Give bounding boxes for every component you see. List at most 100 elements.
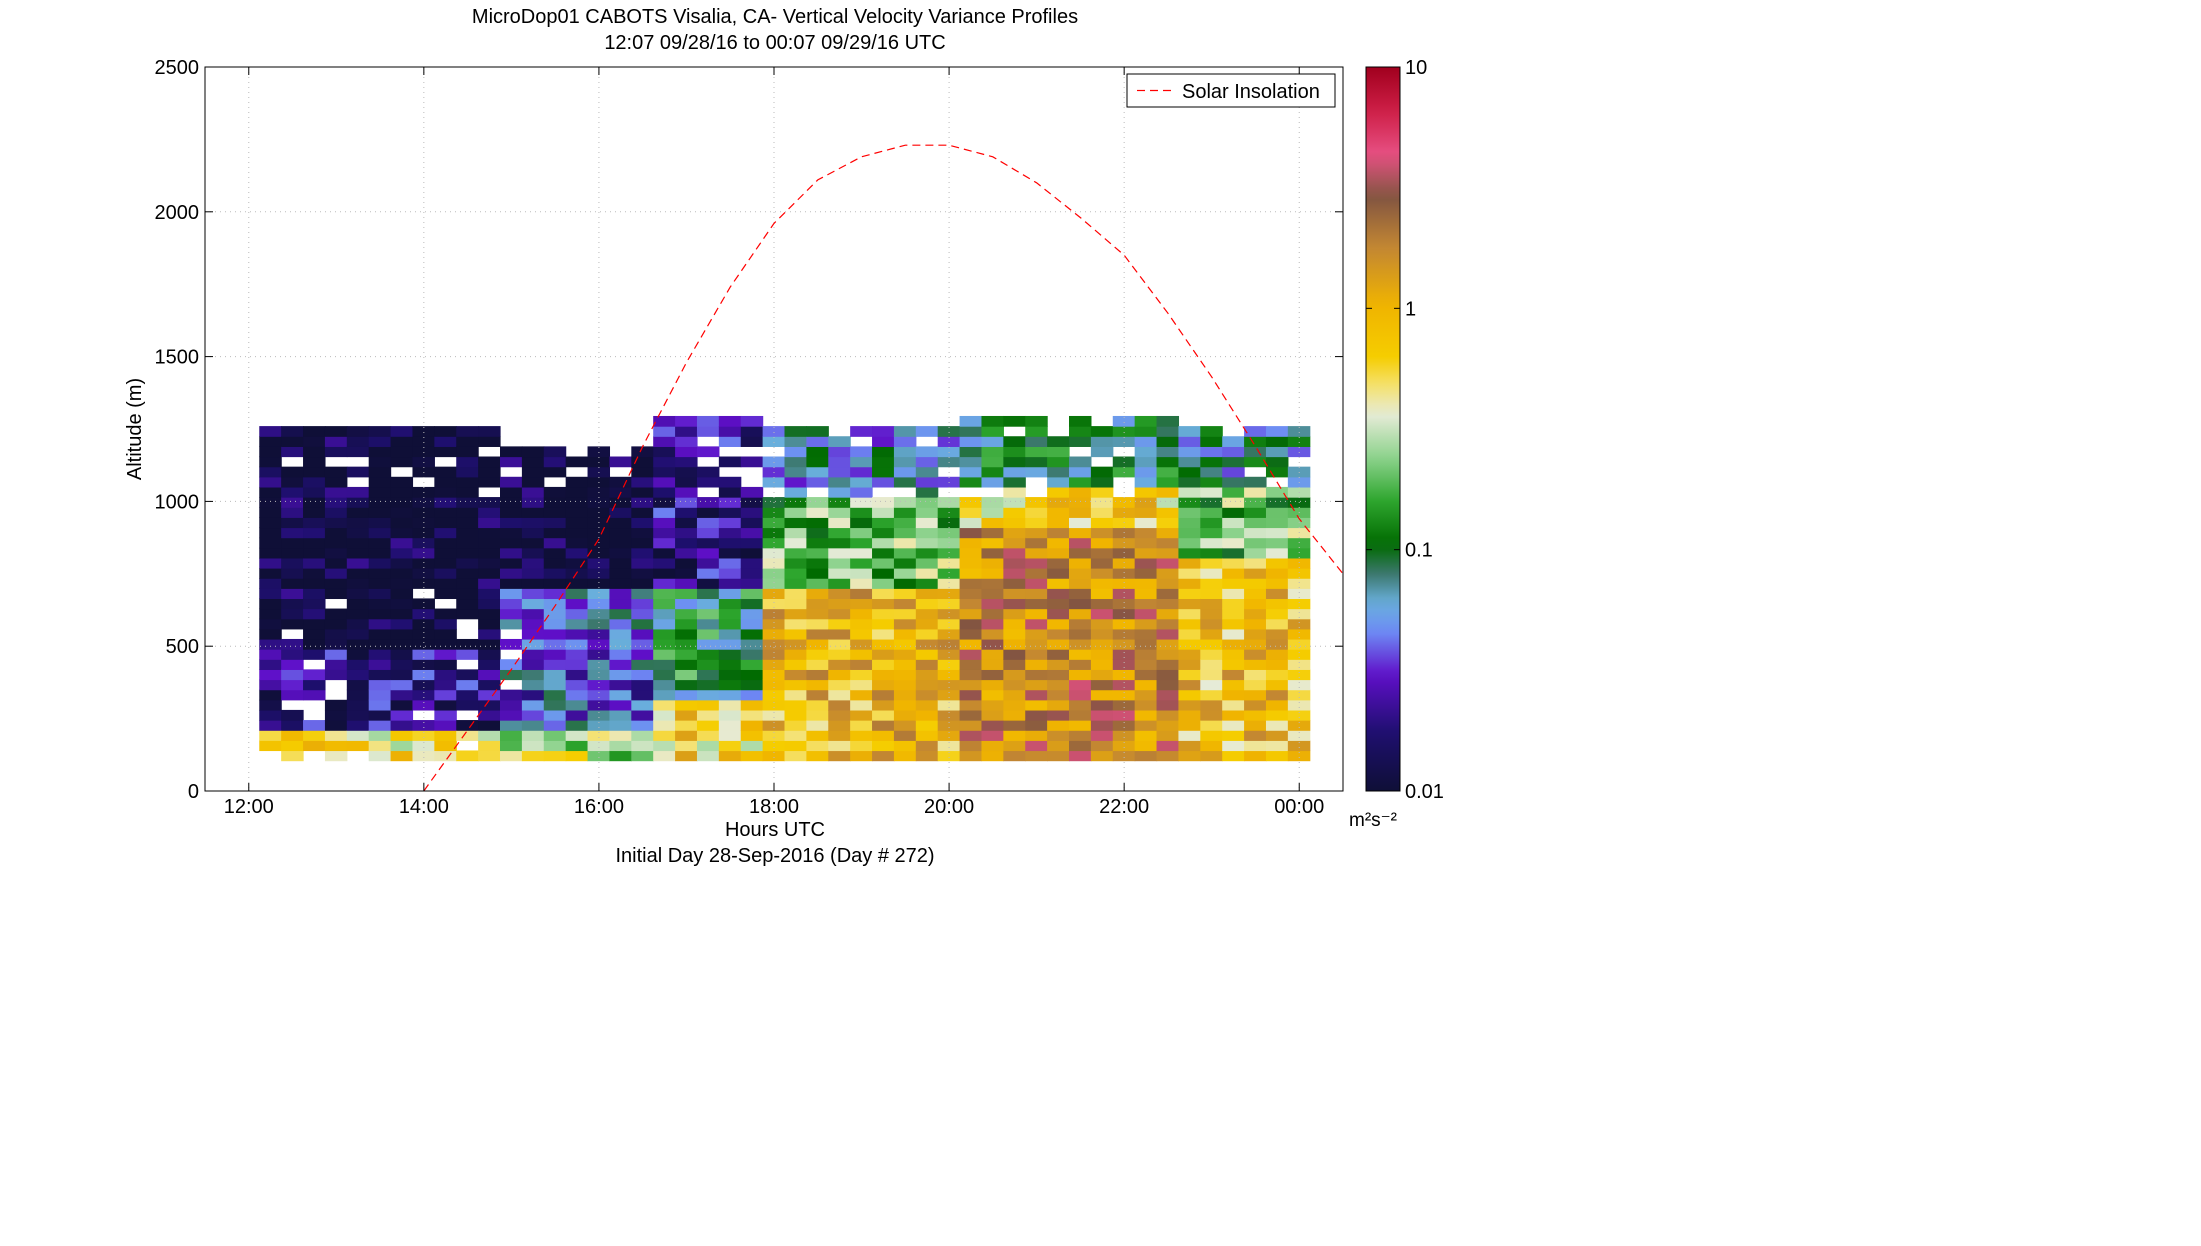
heatmap-cell xyxy=(1178,588,1201,600)
y-tick-label: 0 xyxy=(188,781,199,803)
heatmap-cell xyxy=(828,446,851,458)
heatmap-cell xyxy=(959,730,983,741)
heatmap-cell xyxy=(368,486,392,498)
heatmap-cell xyxy=(1134,476,1158,488)
heatmap-cell xyxy=(1200,466,1223,478)
heatmap-cell xyxy=(303,628,326,640)
heatmap-cell xyxy=(696,659,720,670)
heatmap-cell xyxy=(1200,720,1223,731)
heatmap-cell xyxy=(1222,517,1245,529)
heatmap-cell xyxy=(1134,497,1158,508)
heatmap-cell xyxy=(434,426,457,437)
heatmap-cell xyxy=(1222,486,1245,498)
heatmap-cell xyxy=(915,638,939,650)
heatmap-cell xyxy=(434,649,457,660)
heatmap-cell xyxy=(587,638,611,650)
heatmap-cell xyxy=(1112,669,1136,681)
heatmap-cell xyxy=(631,638,654,650)
heatmap-cell xyxy=(500,486,523,498)
heatmap-cell xyxy=(718,740,742,752)
heatmap-cell xyxy=(1178,750,1201,762)
heatmap-cell xyxy=(609,507,632,518)
heatmap-cell xyxy=(893,730,917,741)
heatmap-cell xyxy=(762,547,786,559)
heatmap-cell xyxy=(346,507,370,518)
heatmap-cell xyxy=(784,750,807,762)
heatmap-cell xyxy=(675,750,698,762)
heatmap-cell xyxy=(303,486,326,498)
heatmap-cell xyxy=(893,507,917,518)
heatmap-cell xyxy=(653,750,676,762)
heatmap-cell xyxy=(784,578,807,589)
heatmap-cell xyxy=(631,730,654,741)
heatmap-cell xyxy=(478,527,501,539)
heatmap-cell xyxy=(872,537,895,549)
heatmap-cell xyxy=(412,618,435,630)
heatmap-cell xyxy=(1156,679,1180,691)
heatmap-cell xyxy=(1069,699,1092,711)
heatmap-cell xyxy=(959,476,983,488)
heatmap-cell xyxy=(368,598,392,610)
heatmap-cell xyxy=(1112,578,1136,589)
heatmap-cell xyxy=(828,527,851,539)
heatmap-cell xyxy=(1222,709,1245,721)
heatmap-cell xyxy=(1156,486,1180,498)
heatmap-cell xyxy=(1047,557,1070,569)
heatmap-cell xyxy=(609,689,632,701)
heatmap-cell xyxy=(740,527,764,539)
heatmap-cell xyxy=(521,659,545,670)
heatmap-cell xyxy=(631,699,654,711)
heatmap-cell xyxy=(959,578,983,589)
heatmap-cell xyxy=(1200,679,1223,691)
heatmap-cell xyxy=(1047,537,1070,549)
heatmap-cell xyxy=(806,699,829,711)
heatmap-cell xyxy=(412,679,435,691)
heatmap-cell xyxy=(806,669,829,681)
heatmap-cell xyxy=(740,730,764,741)
heatmap-cell xyxy=(1003,720,1026,731)
heatmap-cell xyxy=(1047,446,1070,458)
heatmap-cell xyxy=(543,568,567,579)
heatmap-cell xyxy=(828,598,851,610)
heatmap-cell xyxy=(675,486,698,498)
heatmap-cell xyxy=(1025,638,1048,650)
heatmap-cell xyxy=(609,547,632,559)
heatmap-cell xyxy=(543,507,567,518)
heatmap-cell xyxy=(609,669,632,681)
heatmap-cell xyxy=(1178,730,1201,741)
heatmap-cell xyxy=(303,740,326,752)
heatmap-cell xyxy=(828,730,851,741)
heatmap-cell xyxy=(1069,537,1092,549)
heatmap-cell xyxy=(368,426,392,437)
heatmap-cell xyxy=(762,730,786,741)
heatmap-cell xyxy=(1287,720,1311,731)
heatmap-cell xyxy=(806,740,829,752)
heatmap-cell xyxy=(1200,497,1223,508)
heatmap-cell xyxy=(1003,740,1026,752)
heatmap-cell xyxy=(1025,547,1048,559)
heatmap-cell xyxy=(740,720,764,731)
heatmap-cell xyxy=(609,517,632,529)
heatmap-cell xyxy=(346,649,370,660)
heatmap-cell xyxy=(850,709,873,721)
heatmap-cell xyxy=(346,557,370,569)
heatmap-cell xyxy=(390,709,414,721)
heatmap-cell xyxy=(1156,497,1180,508)
heatmap-cell xyxy=(587,699,611,711)
heatmap-cell xyxy=(1156,507,1180,518)
heatmap-cell xyxy=(959,588,983,600)
heatmap-cell xyxy=(872,476,895,488)
heatmap-cell xyxy=(653,730,676,741)
heatmap-cell xyxy=(368,476,392,488)
heatmap-cell xyxy=(915,517,939,529)
heatmap-cell xyxy=(915,618,939,630)
heatmap-cell xyxy=(1090,436,1114,447)
heatmap-cell xyxy=(828,517,851,529)
heatmap-cell xyxy=(675,740,698,752)
heatmap-cell xyxy=(324,476,348,488)
heatmap-cell xyxy=(872,689,895,701)
heatmap-cell xyxy=(762,426,786,437)
heatmap-cell xyxy=(259,740,282,752)
heatmap-cell xyxy=(521,669,545,681)
heatmap-cell xyxy=(609,598,632,610)
